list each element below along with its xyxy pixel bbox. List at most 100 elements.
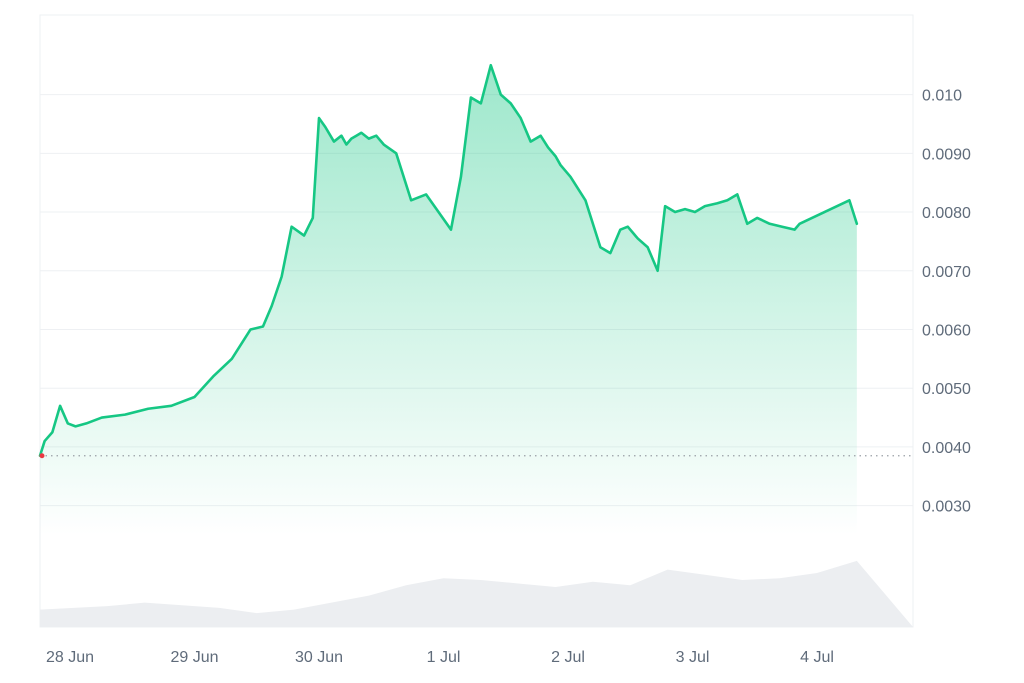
data-point (262, 325, 264, 328)
data-point (529, 140, 532, 143)
data-point (726, 199, 729, 202)
data-point (626, 225, 629, 228)
data-point (559, 164, 562, 166)
x-tick-label: 1 Jul (427, 649, 461, 666)
x-tick-label: 28 Jun (46, 649, 94, 666)
data-point (592, 222, 594, 225)
data-point (823, 211, 826, 213)
data-point (324, 126, 327, 128)
data-point (704, 205, 706, 207)
data-point (694, 211, 696, 213)
data-point (382, 143, 385, 146)
data-point (85, 422, 88, 425)
y-tick-label: 0.0080 (922, 205, 971, 222)
data-point (856, 222, 858, 225)
data-point (375, 134, 378, 137)
data-point (499, 93, 502, 96)
data-point (350, 137, 353, 140)
price-line (38, 63, 859, 459)
data-point (470, 96, 472, 99)
y-axis-ticks: 0.010 0.0090 0.0080 0.0070 0.0060 0.0050 0.004… (922, 88, 971, 516)
data-point (656, 269, 659, 272)
price-area (40, 65, 857, 536)
data-point (450, 228, 452, 231)
data-point (355, 134, 358, 137)
data-point (395, 152, 397, 155)
data-point (333, 140, 335, 143)
data-point (170, 405, 173, 407)
y-tick-label: 0.010 (922, 88, 962, 105)
x-tick-label: 29 Jun (170, 649, 218, 666)
data-point (577, 187, 579, 190)
x-tick-label: 3 Jul (676, 649, 710, 666)
data-point (646, 246, 649, 249)
data-point (59, 405, 61, 407)
data-point (836, 205, 838, 207)
data-point (609, 252, 612, 254)
y-tick-label: 0.0040 (922, 440, 971, 457)
data-point (74, 425, 77, 428)
data-point (554, 155, 557, 158)
volume-fill (40, 560, 913, 627)
x-tick-label: 30 Jun (295, 649, 343, 666)
data-point (756, 217, 759, 219)
data-point (664, 205, 666, 207)
data-point (437, 211, 440, 213)
data-point (619, 228, 622, 231)
data-point (798, 222, 801, 225)
data-point (509, 102, 512, 105)
data-point (781, 225, 783, 228)
data-point (746, 222, 749, 225)
data-point (614, 240, 617, 243)
data-point (736, 193, 739, 196)
y-tick-label: 0.0060 (922, 322, 971, 339)
data-point (584, 199, 587, 202)
data-point (716, 202, 719, 205)
data-point (147, 407, 149, 410)
data-point (490, 64, 492, 67)
x-tick-label: 4 Jul (800, 649, 834, 666)
x-tick-label: 2 Jul (551, 649, 585, 666)
data-point (410, 199, 412, 202)
data-point (231, 358, 233, 360)
data-point (564, 170, 567, 172)
data-point (67, 422, 69, 425)
data-point (124, 413, 126, 416)
data-point (768, 222, 771, 225)
data-point (636, 237, 639, 240)
data-point (43, 440, 46, 442)
volume-area (40, 560, 913, 627)
data-point (318, 117, 320, 119)
data-point (519, 117, 522, 119)
x-axis-ticks: 28 Jun 29 Jun 30 Jun 1 Jul 2 Jul 3 Jul 4 Jul (46, 649, 834, 666)
data-point (547, 146, 549, 149)
data-point (539, 134, 542, 137)
data-point (569, 176, 572, 178)
data-point (425, 193, 427, 196)
data-point (684, 208, 686, 210)
data-point (280, 275, 283, 278)
data-point (249, 328, 252, 331)
data-point (270, 305, 273, 307)
data-point (360, 131, 363, 134)
data-point (51, 431, 54, 434)
price-area-fill (40, 65, 857, 536)
y-tick-label: 0.0070 (922, 264, 971, 281)
y-tick-label: 0.0050 (922, 381, 971, 398)
data-point (101, 416, 103, 419)
data-point (674, 211, 676, 213)
data-point (811, 217, 813, 219)
y-tick-label: 0.0090 (922, 146, 971, 163)
data-point (340, 134, 343, 137)
data-point (303, 234, 305, 237)
data-point (460, 176, 462, 178)
data-point (599, 246, 602, 249)
data-point (193, 396, 196, 398)
data-point (311, 217, 314, 219)
data-point (345, 143, 348, 146)
data-point (212, 375, 214, 378)
data-point (368, 137, 370, 140)
y-tick-label: 0.0030 (922, 499, 971, 516)
